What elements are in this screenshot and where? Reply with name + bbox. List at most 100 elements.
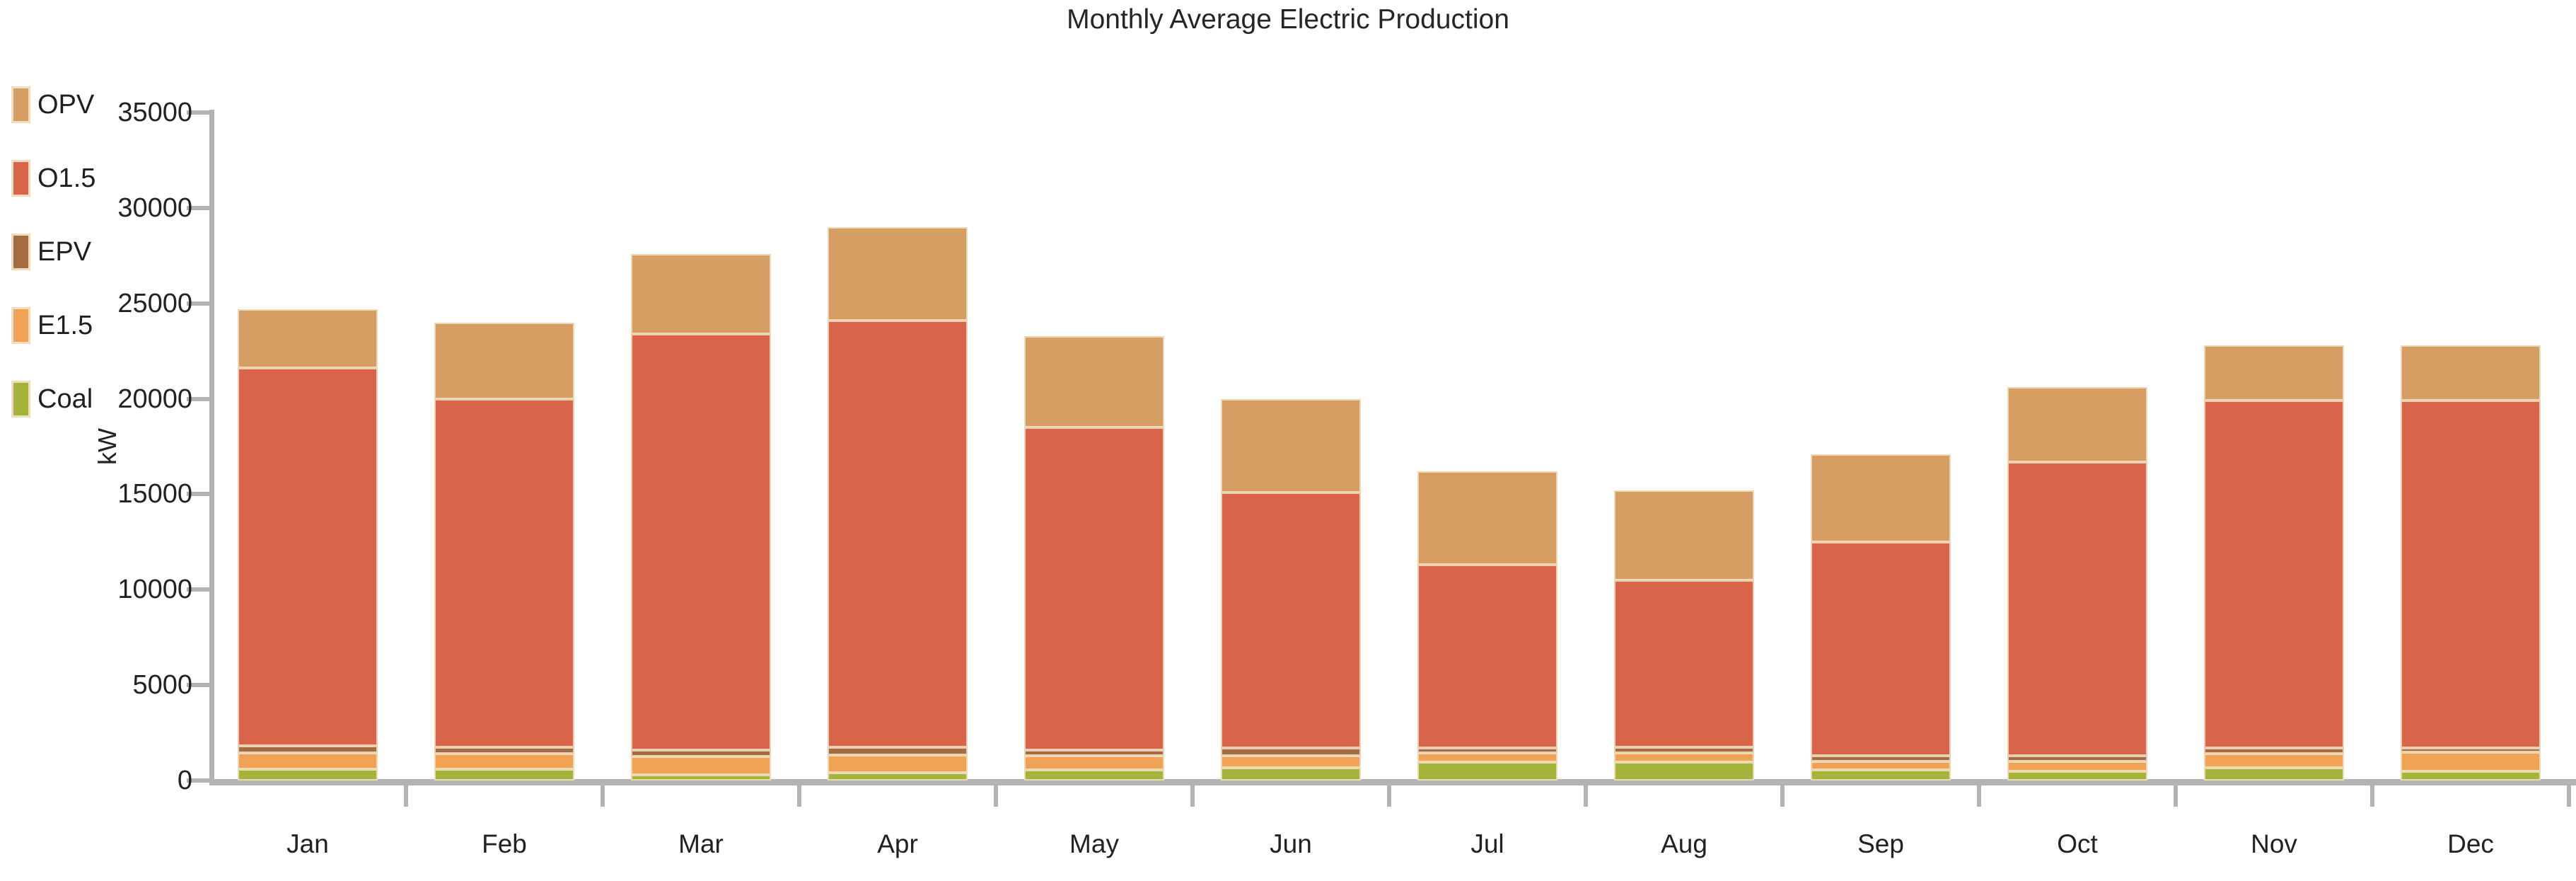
x-axis-tick-2 xyxy=(601,785,605,807)
bar-may-segment-o15 xyxy=(1024,427,1164,750)
legend-swatch-opv xyxy=(11,86,30,123)
bar-apr-segment-opv xyxy=(828,226,968,321)
bar-oct-segment-coal xyxy=(2007,771,2147,781)
bar-nov-segment-o15 xyxy=(2204,401,2344,749)
y-axis-tick-label-25000: 25000 xyxy=(117,288,192,318)
y-axis-title: kW xyxy=(93,428,122,465)
bar-nov-segment-opv xyxy=(2204,345,2344,401)
bar-jun-segment-o15 xyxy=(1221,492,1361,749)
x-axis-label-jan: Jan xyxy=(286,829,329,858)
legend-label-opv: OPV xyxy=(37,90,95,120)
bar-mar-segment-o15 xyxy=(631,333,771,750)
bar-aug-segment-e15 xyxy=(1614,752,1754,763)
bar-feb-segment-o15 xyxy=(434,398,574,747)
bar-dec-segment-opv xyxy=(2401,345,2541,401)
bar-oct-segment-e15 xyxy=(2007,761,2147,772)
bar-feb-segment-e15 xyxy=(434,754,574,769)
x-axis-tick-6 xyxy=(1387,785,1391,807)
legend-swatch-epv xyxy=(11,234,30,270)
bar-dec xyxy=(2401,345,2541,781)
x-axis-label-aug: Aug xyxy=(1661,829,1707,858)
bar-nov-segment-coal xyxy=(2204,768,2344,781)
y-axis-tick-label-35000: 35000 xyxy=(117,98,192,127)
bar-jan-segment-coal xyxy=(238,768,378,781)
bar-aug-segment-o15 xyxy=(1614,580,1754,747)
x-axis-label-jul: Jul xyxy=(1470,829,1504,858)
x-axis-label-may: May xyxy=(1069,829,1119,858)
y-axis-tick-20000 xyxy=(187,396,209,401)
x-axis-line xyxy=(209,779,2576,785)
x-axis-tick-9 xyxy=(1977,785,1981,807)
legend: OPV O1.5 EPV E1.5 Coal xyxy=(11,85,95,453)
bar-jan xyxy=(238,309,378,781)
bar-jan-segment-e15 xyxy=(238,752,378,769)
bar-apr-segment-o15 xyxy=(828,321,968,747)
legend-label-epv: EPV xyxy=(37,237,92,267)
y-axis-tick-0 xyxy=(187,778,209,783)
bar-jun-segment-epv xyxy=(1221,748,1361,756)
bar-apr xyxy=(828,226,968,781)
chart-title: Monthly Average Electric Production xyxy=(1067,4,1509,35)
x-axis-label-feb: Feb xyxy=(482,829,527,858)
legend-label-o15: O1.5 xyxy=(37,163,96,193)
x-axis-label-oct: Oct xyxy=(2057,829,2098,858)
y-axis-tick-label-5000: 5000 xyxy=(132,670,192,701)
bar-jul xyxy=(1417,471,1557,781)
bar-dec-segment-e15 xyxy=(2401,752,2541,771)
bar-jan-segment-o15 xyxy=(238,368,378,747)
legend-item-epv: EPV xyxy=(11,232,95,272)
legend-item-e15: E1.5 xyxy=(11,306,95,345)
legend-swatch-e15 xyxy=(11,307,30,344)
bar-dec-segment-epv xyxy=(2401,748,2541,752)
x-axis-tick-12 xyxy=(2567,785,2571,807)
bar-sep-segment-coal xyxy=(1811,770,1951,781)
bar-mar-segment-coal xyxy=(631,774,771,781)
bar-aug-segment-coal xyxy=(1614,762,1754,781)
bar-oct-segment-opv xyxy=(2007,387,2147,462)
bar-jan-segment-opv xyxy=(238,309,378,369)
bar-aug-segment-epv xyxy=(1614,747,1754,753)
legend-item-opv: OPV xyxy=(11,85,95,125)
bar-nov xyxy=(2204,345,2344,781)
y-axis-tick-15000 xyxy=(187,492,209,497)
bar-mar-segment-e15 xyxy=(631,756,771,775)
bar-feb-segment-opv xyxy=(434,322,574,399)
bar-nov-segment-e15 xyxy=(2204,754,2344,768)
x-axis-tick-1 xyxy=(404,785,408,807)
x-axis-tick-8 xyxy=(1780,785,1785,807)
bar-feb-segment-coal xyxy=(434,768,574,781)
x-axis-label-dec: Dec xyxy=(2447,829,2494,858)
y-axis-tick-10000 xyxy=(187,587,209,592)
bar-oct-segment-o15 xyxy=(2007,461,2147,756)
bar-sep-segment-e15 xyxy=(1811,761,1951,771)
x-axis-tick-4 xyxy=(994,785,998,807)
legend-label-coal: Coal xyxy=(37,384,93,414)
x-axis-label-mar: Mar xyxy=(678,829,724,858)
bar-may-segment-epv xyxy=(1024,749,1164,756)
bar-aug xyxy=(1614,490,1754,781)
bar-dec-segment-o15 xyxy=(2401,401,2541,749)
bar-mar xyxy=(631,253,771,781)
bar-sep-segment-opv xyxy=(1811,454,1951,542)
bar-jun-segment-opv xyxy=(1221,398,1361,493)
x-axis-tick-3 xyxy=(797,785,801,807)
y-axis-tick-label-0: 0 xyxy=(177,766,192,795)
bar-jul-segment-o15 xyxy=(1417,565,1557,749)
legend-swatch-coal xyxy=(11,381,30,418)
y-axis-line xyxy=(209,110,214,785)
bar-oct-segment-epv xyxy=(2007,755,2147,762)
bar-sep-segment-epv xyxy=(1811,755,1951,762)
bar-oct xyxy=(2007,387,2147,781)
legend-swatch-o15 xyxy=(11,160,30,197)
x-axis-tick-5 xyxy=(1190,785,1195,807)
bar-may-segment-coal xyxy=(1024,770,1164,781)
y-axis-tick-label-15000: 15000 xyxy=(117,479,192,509)
x-axis-label-sep: Sep xyxy=(1857,829,1904,858)
bar-aug-segment-opv xyxy=(1614,490,1754,580)
bar-jul-segment-opv xyxy=(1417,471,1557,565)
y-axis-tick-label-10000: 10000 xyxy=(117,575,192,605)
bar-sep xyxy=(1811,454,1951,781)
y-axis-tick-25000 xyxy=(187,301,209,306)
y-axis-tick-35000 xyxy=(187,110,209,115)
